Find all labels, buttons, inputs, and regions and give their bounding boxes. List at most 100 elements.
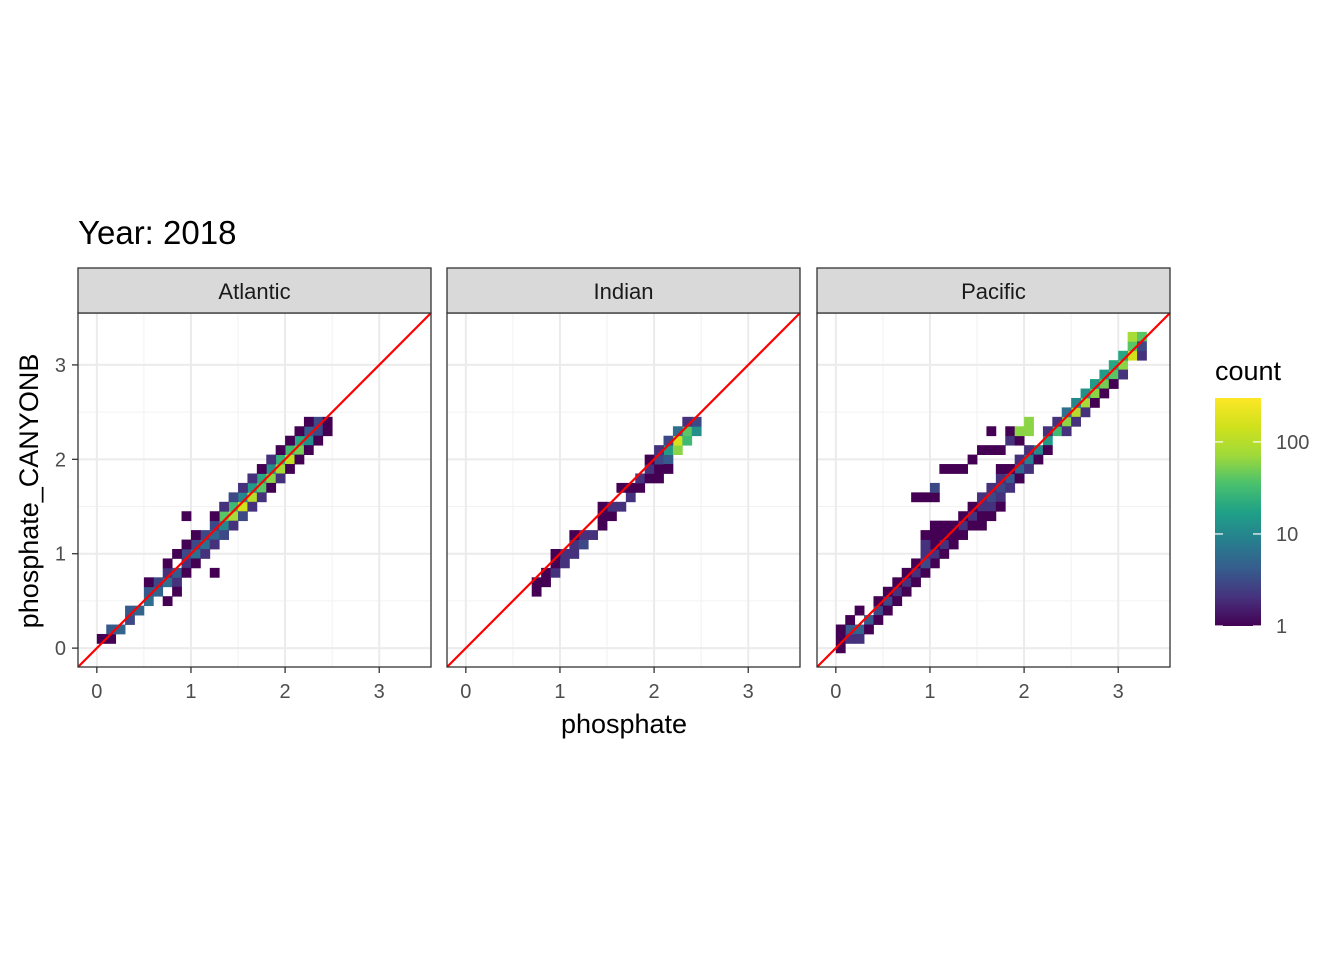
heatmap-cell	[920, 549, 931, 559]
heatmap-cell	[106, 624, 117, 635]
heatmap-cell	[1061, 416, 1072, 427]
heatmap-cell	[550, 549, 561, 559]
heatmap-cell	[939, 539, 950, 550]
heatmap-cell	[266, 473, 277, 484]
heatmap-cell	[219, 501, 230, 512]
heatmap-cell	[1024, 445, 1034, 455]
heatmap-cell	[854, 605, 865, 616]
heatmap-cell	[153, 586, 164, 597]
panel-grid	[78, 313, 431, 667]
heatmap-cell	[143, 596, 154, 607]
heatmap-cell	[275, 454, 286, 465]
heatmap-cell	[313, 426, 324, 437]
heatmap-cell	[995, 492, 1006, 503]
heatmap-cell	[1108, 360, 1119, 371]
heatmap-cell	[967, 520, 978, 531]
heatmap-cell	[578, 539, 589, 550]
heatmap-cells	[96, 416, 333, 644]
heatmap-cell	[654, 473, 664, 484]
heatmap-cell	[96, 633, 107, 644]
heatmap-cell	[1042, 426, 1053, 437]
heatmap-cell	[209, 567, 220, 578]
x-tick-label: 3	[1113, 681, 1124, 703]
heatmap-cell	[125, 615, 135, 625]
heatmap-cell	[238, 492, 248, 503]
heatmap-cell	[285, 445, 295, 455]
facet-strip	[816, 267, 1171, 314]
legend-tick-label: 10	[1276, 524, 1298, 546]
heatmap-cell	[948, 539, 959, 550]
x-tick-label: 0	[830, 681, 841, 703]
heatmap-cell	[1080, 388, 1091, 399]
heatmap-cell	[266, 464, 277, 474]
heatmap-cell	[285, 454, 295, 465]
heatmap-cell	[219, 530, 230, 540]
heatmap-cell	[1052, 426, 1063, 437]
heatmap-cell	[958, 520, 969, 531]
heatmap-cell	[977, 511, 987, 522]
heatmap-cell	[588, 530, 599, 540]
heatmap-cell	[682, 416, 693, 427]
facet-strip	[77, 267, 432, 314]
heatmap-cell	[635, 473, 646, 484]
heatmap-cells	[835, 331, 1147, 654]
heatmap-cell	[153, 577, 164, 588]
legend-ticks: 1 10 100	[1215, 432, 1309, 638]
heatmap-cell	[172, 549, 182, 559]
heatmap-cell	[616, 501, 627, 512]
heatmap-cell	[864, 615, 874, 625]
heatmap-cell	[682, 435, 693, 446]
x-tick-label: 1	[924, 681, 935, 703]
heatmap-cell	[190, 549, 201, 559]
heatmap-cell	[873, 596, 884, 607]
heatmap-cell	[882, 596, 893, 607]
heatmap-cell	[995, 482, 1006, 493]
heatmap-cell	[1014, 454, 1025, 465]
y-tick-label: 2	[55, 449, 66, 471]
heatmap-cell	[929, 482, 940, 493]
heatmap-cell	[200, 539, 211, 550]
heatmap-cell	[939, 464, 950, 474]
heatmap-cell	[238, 511, 248, 522]
heatmap-cell	[294, 454, 305, 465]
heatmap-cell	[911, 577, 921, 588]
heatmap-cell	[1089, 388, 1100, 399]
heatmap-cell	[181, 558, 192, 569]
heatmap-cell	[1042, 435, 1053, 446]
heatmap-cell	[172, 577, 182, 588]
heatmap-cell	[256, 473, 267, 484]
heatmap-cell	[654, 464, 664, 474]
color-legend: count 1 10 100	[1215, 356, 1309, 638]
heatmap-cell	[986, 445, 997, 455]
heatmap-cell	[663, 464, 674, 474]
heatmap-cell	[663, 454, 674, 465]
heatmap-cell	[143, 586, 154, 597]
heatmap-cell	[1024, 454, 1034, 465]
heatmap-cell	[672, 426, 683, 437]
heatmap-cell	[1033, 454, 1044, 465]
heatmap-cell	[901, 586, 912, 597]
heatmap-cell	[920, 530, 931, 540]
heatmap-cell	[190, 530, 201, 540]
heatmap-cell	[597, 520, 608, 531]
heatmap-cell	[892, 586, 903, 597]
heatmap-cell	[920, 539, 931, 550]
legend-tick-label: 1	[1276, 616, 1287, 638]
heatmap-cell	[1024, 464, 1034, 474]
heatmap-cell	[835, 624, 846, 635]
heatmap-cell	[939, 520, 950, 531]
facet-panel-indian: Indian 0 1 2 3	[446, 267, 801, 703]
heatmap-cell	[172, 567, 182, 578]
heatmap-cell	[864, 624, 874, 635]
heatmap-cell	[986, 482, 997, 493]
heatmap-cell	[845, 615, 856, 625]
heatmap-cell	[172, 586, 182, 597]
heatmap-cell	[995, 445, 1006, 455]
heatmap-cell	[106, 633, 117, 644]
heatmap-cell	[986, 511, 997, 522]
chart-title: Year: 2018	[78, 214, 236, 251]
heatmap-cell	[285, 435, 295, 446]
heatmap-cell	[569, 539, 580, 550]
heatmap-cell	[1108, 369, 1119, 380]
